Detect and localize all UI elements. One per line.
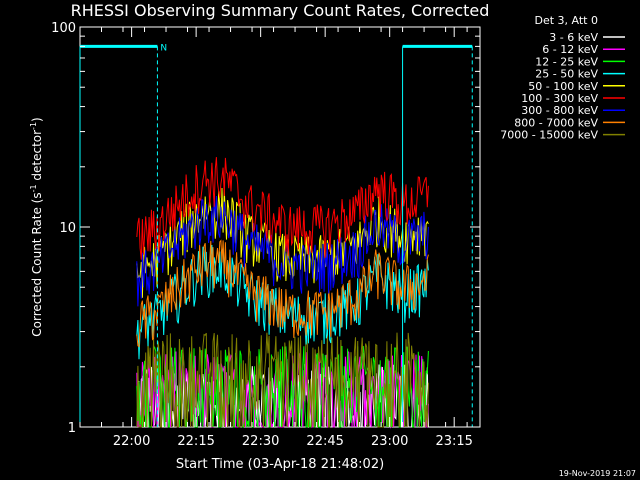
legend-entry-label: 7000 - 15000 keV — [500, 129, 598, 142]
series-line — [136, 239, 429, 348]
x-axis-ticks: 22:00 22:15 22:30 22:45 23:00 23:15 — [79, 27, 473, 449]
legend-title: Det 3, Att 0 — [535, 14, 599, 27]
legend-entry-label: 100 - 300 keV — [521, 92, 598, 105]
y-tick-label: 100 — [51, 21, 76, 36]
legend-entry-label: 50 - 100 keV — [528, 80, 598, 93]
series-traces — [136, 157, 429, 429]
chart-title: RHESSI Observing Summary Count Rates, Co… — [70, 1, 490, 20]
legend-entry-label: 25 - 50 keV — [535, 68, 598, 81]
legend-entry-label: 3 - 6 keV — [549, 31, 598, 44]
legend-entry-label: 800 - 7000 keV — [514, 116, 598, 129]
legend-entry-label: 12 - 25 keV — [535, 55, 598, 68]
series-line — [136, 332, 429, 428]
legend-entry-label: 6 - 12 keV — [542, 43, 598, 56]
x-tick-label: 22:15 — [177, 434, 214, 449]
x-axis-label: Start Time (03-Apr-18 21:48:02) — [176, 457, 384, 472]
y-axis-ticks: 1 10 100 — [51, 21, 480, 436]
observing-markers: N — [79, 43, 473, 427]
series-line — [136, 157, 429, 260]
y-tick-label: 1 — [68, 421, 76, 436]
x-tick-label: 22:30 — [242, 434, 279, 449]
x-tick-label: 23:15 — [435, 434, 472, 449]
x-tick-label: 23:00 — [371, 434, 408, 449]
y-axis-label: Corrected Count Rate (s-1 detector-1) — [29, 117, 44, 336]
segment-flag-label: N — [160, 43, 167, 53]
legend-entry-label: 300 - 800 keV — [521, 104, 598, 117]
y-tick-label: 10 — [59, 221, 76, 236]
series-line — [136, 194, 429, 307]
x-tick-label: 22:45 — [306, 434, 343, 449]
generated-timestamp: 19-Nov-2019 21:07 — [558, 469, 636, 478]
x-tick-label: 22:00 — [113, 434, 150, 449]
